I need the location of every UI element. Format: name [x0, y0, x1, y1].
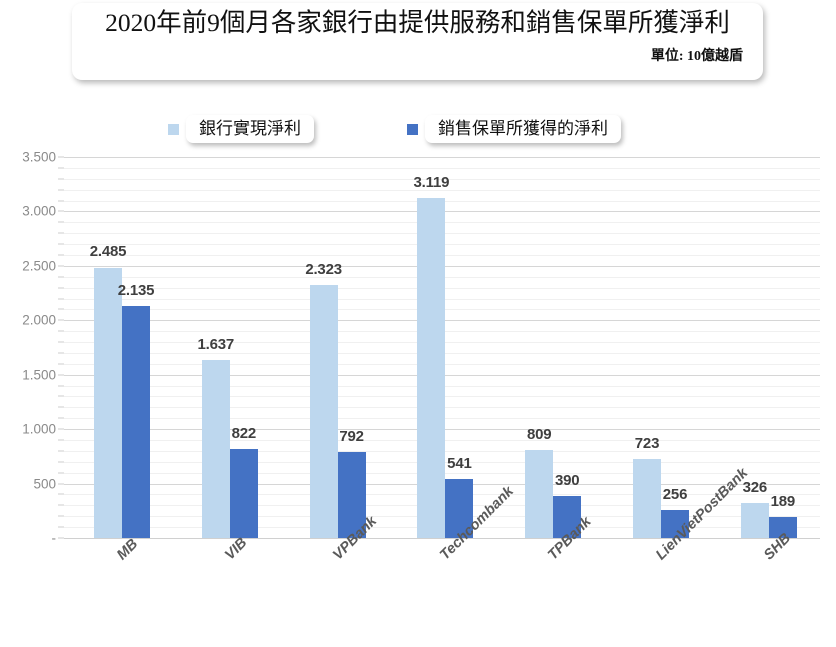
y-axis-tick-mark [58, 374, 64, 376]
y-axis: 3.500 3.000 2.500 2.000 1.500 1.000 500 - [0, 0, 56, 647]
y-axis-tick-mark [58, 276, 64, 278]
bar-vpbank-series1[interactable] [309, 285, 338, 538]
bar-value-label: 1.637 [197, 335, 235, 353]
y-axis-tick-mark [58, 210, 64, 212]
bar-value-label: 326 [742, 478, 768, 496]
bar-tpbank-series1[interactable] [525, 449, 554, 538]
y-axis-tick-mark [58, 167, 64, 169]
y-axis-tick-mark [58, 461, 64, 463]
y-axis-tick-mark [58, 254, 64, 256]
y-axis-tick-mark [58, 232, 64, 234]
bar-value-label: 723 [634, 435, 660, 453]
legend-swatch-icon-series1 [168, 123, 179, 135]
y-axis-tick-mark [58, 515, 64, 517]
x-axis-label-vib: VIB [221, 534, 251, 564]
gridline-minor [64, 189, 820, 191]
x-axis-label-mb: MB [114, 536, 142, 564]
bar-vib-series2[interactable] [229, 448, 258, 538]
y-axis-tick-mark [58, 352, 64, 354]
y-axis-tick-mark [58, 417, 64, 419]
bar-value-label: 189 [770, 493, 796, 511]
y-axis-tick-label: - [51, 530, 57, 546]
legend-swatch-icon-series2 [407, 123, 418, 135]
y-axis-tick-mark [58, 156, 64, 158]
gridline-major [64, 157, 820, 158]
y-axis-tick-mark [58, 526, 64, 528]
y-axis-tick-mark [58, 243, 64, 245]
bar-shb-series2[interactable] [768, 517, 797, 538]
y-axis-tick-mark [58, 308, 64, 310]
y-axis-tick-label: 500 [33, 476, 56, 492]
y-axis-tick-mark [58, 450, 64, 452]
bar-value-label: 3.119 [413, 174, 450, 192]
bar-value-label: 390 [554, 471, 580, 489]
bar-value-label: 541 [447, 455, 472, 473]
legend-label-series1: 銀行實現淨利 [186, 114, 314, 144]
y-axis-tick-mark [58, 385, 64, 387]
y-axis-tick-mark [58, 363, 64, 365]
y-axis-tick-mark [58, 221, 64, 223]
y-axis-tick-label: 3.500 [22, 149, 56, 165]
bar-lienvietpostbank-series1[interactable] [633, 459, 661, 538]
gridline-minor [64, 167, 820, 169]
y-axis-tick-mark [58, 406, 64, 408]
y-axis-tick-mark [58, 178, 64, 180]
bar-value-label: 2.135 [117, 281, 155, 299]
chart-unit-subtitle: 單位: 10億越盾 [650, 48, 743, 64]
bar-tpbank-series2[interactable] [553, 495, 582, 538]
y-axis-tick-mark [58, 428, 64, 430]
y-axis-tick-label: 3.000 [22, 203, 56, 219]
y-axis-tick-label: 1.000 [22, 421, 56, 437]
bar-value-label: 809 [526, 425, 552, 443]
y-axis-tick-mark [58, 341, 64, 343]
bar-techcombank-series2[interactable] [445, 479, 474, 538]
y-axis-tick-mark [58, 189, 64, 191]
y-axis-tick-mark [58, 265, 64, 267]
y-axis-tick-mark [58, 298, 64, 299]
y-axis-tick-mark [58, 395, 64, 397]
y-axis-tick-mark [58, 287, 64, 289]
bar-value-label: 822 [231, 424, 257, 442]
y-axis-tick-mark [58, 330, 64, 332]
y-axis-tick-mark [58, 493, 64, 495]
y-axis-tick-label: 2.500 [22, 258, 56, 274]
bar-value-label: 2.323 [305, 261, 342, 279]
bar-vpbank-series2[interactable] [337, 451, 366, 538]
y-axis-tick-mark [58, 483, 64, 485]
y-axis-tick-mark [58, 537, 64, 539]
bar-vib-series1[interactable] [201, 359, 230, 538]
bar-mb-series2[interactable] [122, 305, 150, 538]
y-axis-tick-mark [58, 472, 64, 474]
y-axis-tick-mark [58, 200, 64, 202]
bar-value-label: 256 [662, 486, 688, 504]
y-axis-tick-mark [58, 439, 64, 441]
y-axis-tick-label: 1.500 [22, 367, 56, 383]
chart-title-card: 2020年前9個月各家銀行由提供服務和銷售保單所獲淨利 單位: 10億越盾 [72, 3, 763, 80]
bar-value-label: 792 [339, 427, 364, 445]
y-axis-tick-mark [58, 319, 64, 321]
legend-item-series1[interactable]: 銀行實現淨利 [168, 113, 314, 145]
page-title: 2020年前9個月各家銀行由提供服務和銷售保單所獲淨利 [105, 8, 730, 37]
bar-lienvietpostbank-series2[interactable] [661, 510, 689, 538]
y-axis-tick-label: 2.000 [22, 312, 56, 328]
bar-shb-series1[interactable] [740, 502, 769, 538]
gridline-minor [64, 178, 820, 180]
bar-value-label: 2.485 [89, 243, 127, 261]
legend-label-series2: 銷售保單所獲得的淨利 [425, 114, 621, 144]
bar-mb-series1[interactable] [94, 267, 122, 538]
legend-item-series2[interactable]: 銷售保單所獲得的淨利 [407, 113, 621, 145]
y-axis-tick-mark [58, 504, 64, 506]
chart-legend: 銀行實現淨利 銷售保單所獲得的淨利 [0, 113, 836, 147]
bar-techcombank-series1[interactable] [417, 198, 446, 538]
x-axis-baseline [64, 538, 820, 539]
